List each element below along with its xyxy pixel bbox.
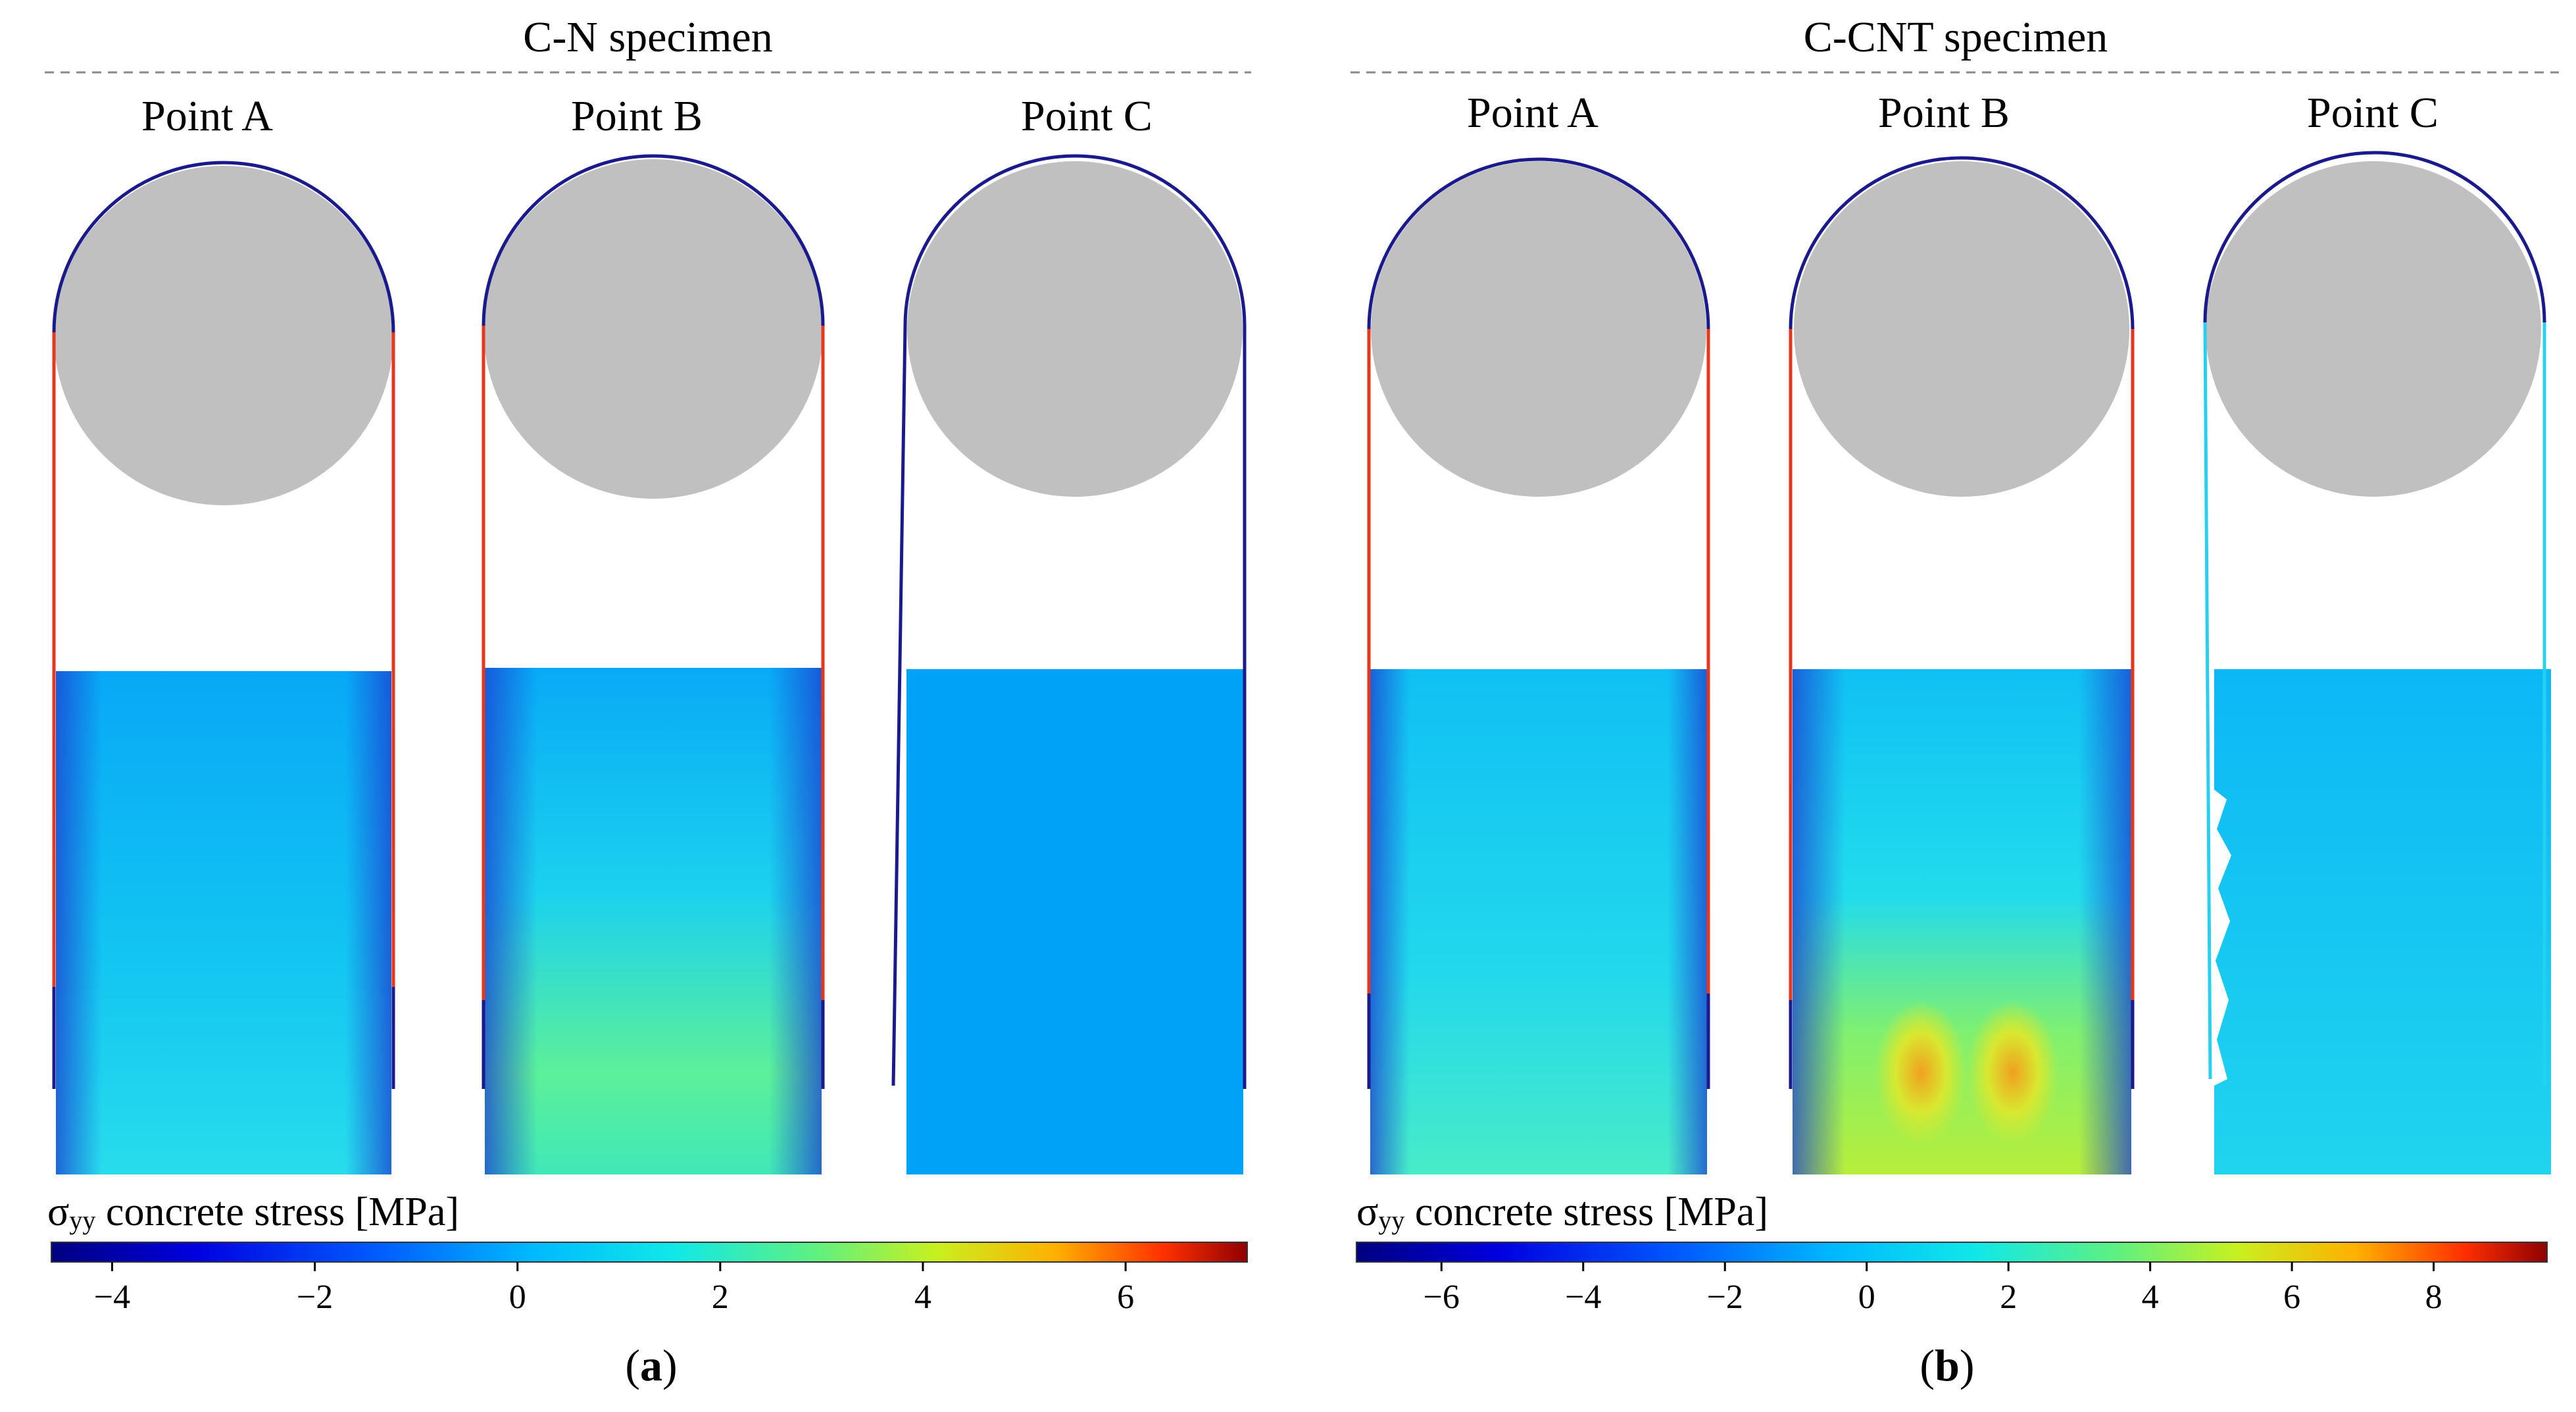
cn-specimen-point-c [891,154,1247,1174]
edge-compression-zone [1668,669,1707,1174]
colorbar-a-ticks: −4 −2 0 2 4 6 [94,1262,1134,1316]
panel-a-point-a-label: Point A [141,92,273,140]
colorbar-b-tick-label: −2 [1707,1278,1743,1316]
colorbar-b-ticks: −6 −4 −2 0 2 4 6 8 [1424,1262,2442,1316]
panel-a-point-b-label: Point B [571,92,703,140]
indenter [907,161,1243,497]
edge-damage-zone [2079,669,2131,1174]
panel-b-title: C-CNT specimen [1804,13,2108,61]
concrete-block [906,669,1243,1174]
edge-damage-zone [485,668,537,1174]
colorbar-a-tick-label: −2 [297,1278,333,1316]
colorbar-b-tick-label: −4 [1565,1278,1601,1316]
colorbar-a-label: σyy concrete stress [MPa] [47,1190,459,1235]
panel-a: C-N specimen Point A Point B Point C [45,13,1251,1390]
edge-damage-zone [769,668,822,1174]
left-layer-debonded [891,325,907,1086]
indenter-outline [903,154,1247,326]
panel-b-point-a-label: Point A [1467,89,1598,137]
colorbar-b-gradient [1356,1242,2548,1263]
colorbar-a-tick-label: 2 [712,1278,729,1316]
indenter-outline [482,154,825,326]
colorbar-b-tick-label: 4 [2142,1278,2159,1316]
concrete-block [485,668,822,1174]
indenter [2206,161,2541,497]
panel-b-point-c-label: Point C [2307,89,2439,137]
indenter-outline [1789,156,2135,330]
colorbar-b-tick-label: 2 [2000,1278,2017,1316]
colorbar-b-tick-label: 0 [1858,1278,1875,1316]
indenter [54,166,393,505]
colorbar-b: σyy concrete stress [MPa] −6 −4 −2 0 2 4 6 8 [1356,1190,2548,1316]
concrete-block [56,671,391,1174]
concrete-block [1370,669,1707,1174]
colorbar-b-label: σyy concrete stress [MPa] [1356,1190,1768,1235]
indenter-outline [52,161,395,333]
edge-compression-zone [56,671,102,1174]
colorbar-a-tick-label: 6 [1117,1278,1134,1316]
debonding-crack [2214,790,2231,1086]
caption-a: (a) [625,1340,677,1390]
indenter [483,159,823,499]
panel-a-point-c-label: Point C [1021,92,1152,140]
concrete-block [2214,669,2551,1174]
cn-specimen-point-b [482,154,825,1174]
left-steel-layer [2203,322,2212,1080]
colorbar-b-tick-label: 8 [2425,1278,2442,1316]
tension-hot-spot [1967,1000,2059,1145]
edge-damage-zone [1793,669,1845,1174]
indenter-outline [2203,151,2546,323]
indenter-outline [1367,157,1710,330]
cn-specimen-point-a [52,161,395,1174]
colorbar-a-tick-label: 0 [509,1278,526,1316]
edge-compression-zone [345,671,391,1174]
tension-hot-spot [1875,1000,1967,1145]
panel-b: C-CNT specimen Point A Point B Point C [1350,13,2559,1390]
indenter [1371,161,1706,497]
colorbar-a-gradient [51,1242,1248,1263]
edge-compression-zone [1370,669,1410,1174]
colorbar-a-tick-label: 4 [914,1278,931,1316]
colorbar-b-tick-label: 6 [2283,1278,2300,1316]
colorbar-a-tick-label: −4 [94,1278,130,1316]
panel-b-point-b-label: Point B [1878,89,2010,137]
panel-a-title: C-N specimen [523,13,772,61]
indenter [1794,161,2129,497]
cnt-specimen-point-b [1789,156,2135,1174]
cnt-specimen-point-c [2203,151,2551,1174]
cnt-specimen-point-a [1367,157,1710,1174]
caption-b: (b) [1920,1340,1974,1390]
colorbar-a: σyy concrete stress [MPa] −4 −2 0 2 4 6 [47,1190,1248,1316]
colorbar-b-tick-label: −6 [1424,1278,1460,1316]
